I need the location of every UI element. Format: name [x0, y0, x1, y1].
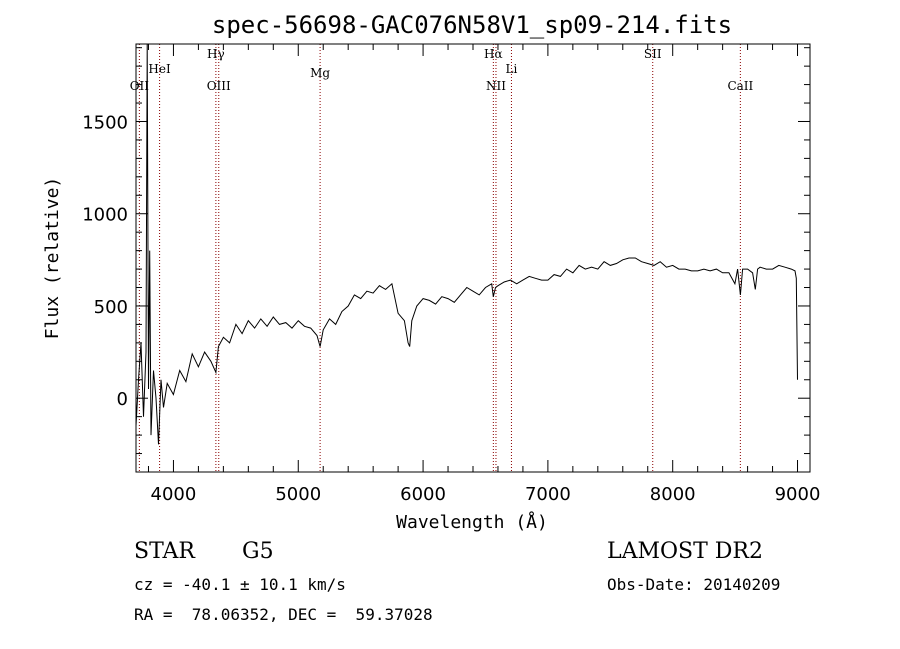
y-tick-label: 0: [117, 389, 128, 410]
emission-line-label: CaII: [727, 79, 753, 93]
chart-title: spec-56698-GAC076N58V1_sp09-214.fits: [212, 11, 732, 39]
emission-line-markers: [138, 44, 741, 472]
y-axis-label: Flux (relative): [42, 177, 63, 340]
y-tick-label: 1000: [82, 205, 128, 226]
x-tick-label: 7000: [525, 484, 571, 505]
y-axis-ticks: 0 500 1000 1500: [82, 47, 810, 473]
x-tick-label: 6000: [400, 484, 446, 505]
x-tick-label: 4000: [151, 484, 197, 505]
observation-date: Obs-Date: 20140209: [607, 575, 781, 594]
emission-line-label: HeI: [148, 62, 171, 76]
x-tick-label: 8000: [650, 484, 696, 505]
spectrum-line: [135, 43, 798, 445]
x-tick-label: 5000: [275, 484, 321, 505]
object-subclass: G5: [242, 539, 274, 564]
emission-line-label: NII: [486, 79, 506, 93]
plot-frame: [135, 43, 811, 473]
object-class: STAR: [134, 539, 195, 564]
emission-line-label: Li: [506, 62, 518, 76]
emission-line-label: Hγ: [207, 47, 225, 61]
emission-line-label: OIII: [207, 79, 231, 93]
x-axis-label: Wavelength (Å): [396, 511, 548, 533]
survey-name: LAMOST DR2: [607, 539, 763, 564]
x-axis-ticks: 4000 5000 6000 7000 8000 9000: [147, 44, 821, 505]
y-tick-label: 500: [94, 297, 128, 318]
y-tick-label: 1500: [82, 112, 128, 133]
coordinates: RA = 78.06352, DEC = 59.37028: [134, 605, 433, 624]
emission-line-label: Mg: [310, 66, 330, 80]
emission-line-label: OII: [130, 79, 150, 93]
redshift-readout: cz = -40.1 ± 10.1 km/s: [134, 575, 346, 594]
emission-line-label: SII: [644, 47, 662, 61]
emission-line-label: Hα: [484, 47, 503, 61]
x-tick-label: 9000: [775, 484, 821, 505]
